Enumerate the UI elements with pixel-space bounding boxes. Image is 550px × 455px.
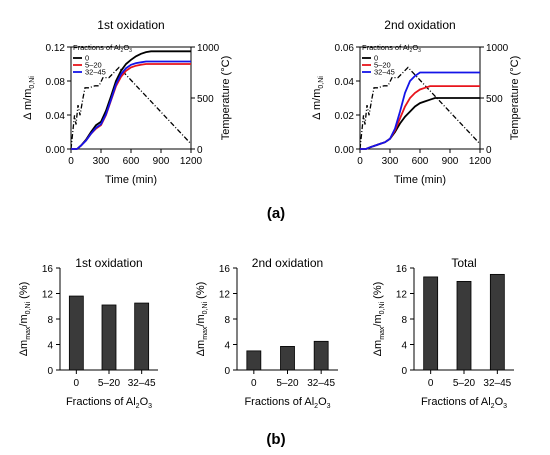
x-axis-label: Time (min) <box>105 174 157 186</box>
y-axis-label: Δmmax/m0,Ni (%) <box>195 282 209 357</box>
legend-label: 0 <box>85 54 89 63</box>
y-axis-label: Δ m/m0,Ni <box>22 76 36 120</box>
y-tick-label: 8 <box>47 315 53 326</box>
x-tick-label: 0 <box>428 378 434 389</box>
panel-label-b: (b) <box>266 431 285 448</box>
temperature-line <box>359 66 481 150</box>
bar <box>489 273 505 371</box>
y2-tick-label: 500 <box>486 94 503 105</box>
x-tick-label: 1200 <box>180 156 203 167</box>
chart-bottom-2nd: 2nd oxidation 0 4 8 12 16 0 5–20 32–45 Fractions … <box>195 256 338 410</box>
bar <box>423 276 439 371</box>
x-tick-label: 600 <box>123 156 140 167</box>
x-tick-label: 300 <box>382 156 399 167</box>
y-tick-label: 0.08 <box>46 77 66 88</box>
x-tick-label: 0 <box>357 156 363 167</box>
legend-label: 32–45 <box>374 68 395 77</box>
y-tick-label: 12 <box>396 290 408 301</box>
x-tick-label: 1200 <box>469 156 492 167</box>
y-tick-label: 0.06 <box>335 43 355 54</box>
x-tick-label: 32–45 <box>483 378 511 389</box>
chart-title: 1st oxidation <box>97 18 164 32</box>
y-tick-label: 0 <box>47 366 53 377</box>
x-axis-label: Fractions of Al2O3 <box>66 396 152 410</box>
x-tick-label: 5–20 <box>276 378 299 389</box>
y-tick-label: 4 <box>224 341 230 352</box>
y2-axis-label: Temperature (°C) <box>220 56 232 140</box>
y-tick-label: 16 <box>219 264 231 275</box>
x-tick-label: 32–45 <box>128 378 156 389</box>
legend-label: 0 <box>374 54 378 63</box>
series-line <box>360 71 480 150</box>
chart-top-2nd: 2nd oxidation 0 300 600 900 1200 0.00 0.02 0.04 0… <box>311 18 521 186</box>
bar <box>134 302 150 371</box>
x-axis-label: Fractions of Al2O3 <box>244 396 330 410</box>
y-tick-label: 0.00 <box>335 145 355 156</box>
series-line <box>71 60 191 150</box>
y-axis-label: Δmmax/m0,Ni (%) <box>18 282 32 357</box>
y-tick-label: 4 <box>47 341 53 352</box>
chart-title: 2nd oxidation <box>384 18 455 32</box>
series-line <box>360 85 480 150</box>
legend-title: Fractions of Al2O3 <box>73 43 132 54</box>
y2-tick-label: 1000 <box>486 43 509 54</box>
legend-label: 32–45 <box>85 68 106 77</box>
bar <box>280 346 295 371</box>
y-axis-label: Δmmax/m0,Ni (%) <box>372 282 386 357</box>
x-tick-label: 0 <box>74 378 80 389</box>
x-tick-label: 5–20 <box>453 378 476 389</box>
y2-tick-label: 1000 <box>197 43 220 54</box>
y-tick-label: 0.00 <box>46 145 66 156</box>
y-tick-label: 8 <box>401 315 407 326</box>
chart-bottom-1st: 1st oxidation 0 4 8 12 16 0 5–20 32–45 Fractions … <box>18 256 158 410</box>
x-tick-label: 900 <box>442 156 459 167</box>
x-tick-label: 600 <box>412 156 429 167</box>
bar <box>313 340 329 371</box>
x-tick-label: 32–45 <box>307 378 335 389</box>
x-axis-label: Fractions of Al2O3 <box>421 396 507 410</box>
y-tick-label: 0.02 <box>335 111 355 122</box>
series-line <box>360 97 480 150</box>
chart-title: 2nd oxidation <box>252 256 323 270</box>
y-tick-label: 16 <box>396 264 408 275</box>
y-tick-label: 12 <box>219 290 231 301</box>
y-tick-label: 0 <box>224 366 230 377</box>
legend-label: 5–20 <box>85 61 102 70</box>
bar <box>456 280 472 371</box>
y-tick-label: 0.04 <box>46 111 66 122</box>
chart-title: 1st oxidation <box>75 256 142 270</box>
panel-label-a: (a) <box>267 205 285 222</box>
legend-title: Fractions of Al2O3 <box>362 43 421 54</box>
y-tick-label: 0.12 <box>46 43 66 54</box>
y2-tick-label: 500 <box>197 94 214 105</box>
chart-top-1st: 1st oxidation 0 300 600 900 1200 0.00 0.04 0.08 0… <box>22 18 232 186</box>
bar <box>246 350 262 371</box>
y-axis-label: Δ m/m0,Ni <box>311 76 325 120</box>
y-tick-label: 0 <box>401 366 407 377</box>
bar <box>101 304 117 371</box>
y2-tick-label: 0 <box>486 145 492 156</box>
x-tick-label: 300 <box>93 156 110 167</box>
temperature-line <box>70 66 192 150</box>
y-tick-label: 0.04 <box>335 77 355 88</box>
x-axis-label: Time (min) <box>394 174 446 186</box>
x-tick-label: 5–20 <box>98 378 121 389</box>
y-tick-label: 4 <box>401 341 407 352</box>
x-tick-label: 900 <box>153 156 170 167</box>
chart-bottom-total: Total 0 4 8 12 16 0 5–20 32–45 Fractions of Al2O3… <box>372 256 514 410</box>
x-tick-label: 0 <box>68 156 74 167</box>
legend-label: 5–20 <box>374 61 391 70</box>
bar <box>68 295 84 371</box>
y2-axis-label: Temperature (°C) <box>509 56 521 140</box>
chart-title: Total <box>451 256 476 270</box>
x-tick-label: 0 <box>251 378 257 389</box>
y-tick-label: 8 <box>224 315 230 326</box>
y-tick-label: 16 <box>42 264 54 275</box>
y-tick-label: 12 <box>42 290 54 301</box>
y2-tick-label: 0 <box>197 145 203 156</box>
